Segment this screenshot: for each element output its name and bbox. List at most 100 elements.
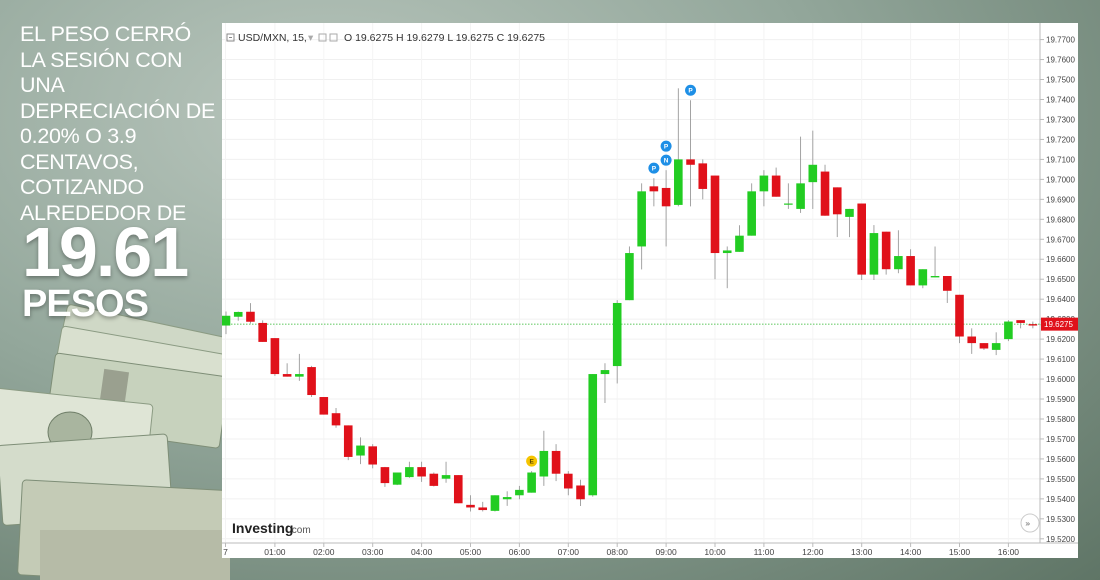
candle-body-up (808, 164, 818, 183)
candle (637, 183, 646, 270)
candle-body-up (588, 374, 598, 496)
candle-body-up (490, 495, 500, 511)
event-marker-p[interactable]: P (660, 140, 672, 152)
remove-icon[interactable] (329, 33, 338, 42)
candle-body-down (1028, 324, 1038, 326)
candle (380, 466, 390, 487)
candle (1016, 320, 1025, 329)
candle (869, 225, 879, 281)
candle (343, 425, 353, 461)
settings-icon[interactable] (318, 33, 327, 42)
double-chevron-right-icon[interactable]: » (1020, 513, 1040, 533)
candle-body-down (380, 467, 390, 484)
y-tick-label: 19.7200 (1046, 135, 1075, 144)
candle-body-up (233, 311, 243, 317)
y-tick-label: 19.6400 (1046, 295, 1075, 304)
dropdown-icon[interactable]: ▾ (308, 32, 314, 44)
candle (441, 461, 451, 483)
candle (820, 164, 830, 216)
y-tick-label: 19.6200 (1046, 335, 1075, 344)
candle (429, 472, 439, 487)
candle-body-down (857, 203, 866, 275)
candle-body-down (331, 413, 341, 426)
candle (942, 276, 952, 303)
candle (1004, 320, 1013, 342)
y-tick-label: 19.6500 (1046, 275, 1075, 284)
candle-body-down (429, 473, 439, 486)
candle-body-up (527, 472, 536, 493)
candle (735, 225, 744, 252)
svg-text:P: P (664, 143, 669, 150)
y-tick-label: 19.7500 (1046, 76, 1075, 85)
candle-body-up (674, 159, 683, 205)
x-tick-label: 11:00 (754, 547, 775, 557)
x-tick-label: 10:00 (704, 547, 726, 557)
event-marker-p[interactable]: P (685, 84, 697, 96)
x-tick-label: 06:00 (509, 547, 531, 557)
candle (258, 320, 267, 342)
candle-body-down (967, 336, 977, 344)
candle-body-up (894, 256, 903, 270)
candle (991, 332, 1001, 356)
event-marker-p[interactable]: P (648, 162, 660, 174)
candle-body-up (539, 450, 549, 477)
candle-body-up (637, 191, 646, 247)
candle-body-up (735, 235, 744, 252)
candle-body-down (906, 256, 915, 286)
candle-body-up (295, 374, 304, 377)
candle (710, 175, 720, 280)
candle (233, 311, 243, 321)
svg-text:.com: .com (289, 525, 311, 536)
price-axis: 19.7700 19.7600 19.7500 19.7400 19.7300 19.72… (1040, 36, 1075, 544)
collapse-icon[interactable] (226, 33, 235, 42)
candle (222, 311, 231, 335)
event-marker-n[interactable]: N (660, 154, 672, 166)
candle (453, 475, 463, 504)
candle-body-up (1004, 321, 1013, 340)
candle-body-down (453, 475, 463, 504)
y-tick-label: 19.5700 (1046, 435, 1075, 444)
candle (881, 231, 891, 275)
candle-body-up (392, 472, 402, 485)
ohlc-values: O 19.6275 H 19.6279 L 19.6275 C 19.6275 (344, 32, 545, 44)
candle-body-up (405, 467, 414, 478)
candle-body-down (478, 507, 488, 511)
y-tick-label: 19.7000 (1046, 175, 1075, 184)
x-tick-label: 04:00 (411, 547, 433, 557)
candle (405, 461, 414, 478)
x-tick-label: 07:00 (558, 547, 580, 557)
candle (564, 471, 573, 496)
candle-body-down (343, 425, 353, 457)
x-tick-label: 03:00 (362, 547, 384, 557)
candle-body-up (356, 445, 365, 456)
candle (368, 444, 377, 469)
candle (1028, 321, 1038, 329)
candle (600, 363, 610, 404)
candle-body-down (979, 343, 989, 349)
candle (392, 472, 402, 486)
x-tick-label: 15:00 (949, 547, 971, 557)
y-tick-label: 19.5200 (1046, 535, 1075, 544)
y-tick-label: 19.7700 (1046, 36, 1075, 45)
svg-text:N: N (664, 157, 669, 164)
candle-body-down (881, 231, 891, 270)
candle-body-down (319, 397, 329, 415)
candle-body-up (747, 191, 756, 236)
event-marker-e[interactable]: E (526, 455, 538, 467)
x-tick-label: 14:00 (900, 547, 922, 557)
y-tick-label: 19.7300 (1046, 115, 1075, 124)
candlestick-chart[interactable]: 19.7700 19.7600 19.7500 19.7400 19.7300 19.72… (222, 23, 1078, 558)
candle-body-up (612, 302, 622, 367)
y-tick-label: 19.5500 (1046, 475, 1075, 484)
candle-body-down (661, 187, 671, 207)
candle (967, 328, 977, 354)
candle-body-down (686, 159, 695, 165)
candle-body-up (222, 315, 231, 326)
candle-body-down (1016, 320, 1025, 323)
x-tick-label: 13:00 (851, 547, 873, 557)
candle (246, 303, 255, 324)
symbol-label: USD/MXN, 15, (238, 32, 307, 44)
candle (698, 159, 708, 200)
legend: USD/MXN, 15, ▾ O 19.6275 H 19.6279 L 19.… (226, 32, 545, 44)
